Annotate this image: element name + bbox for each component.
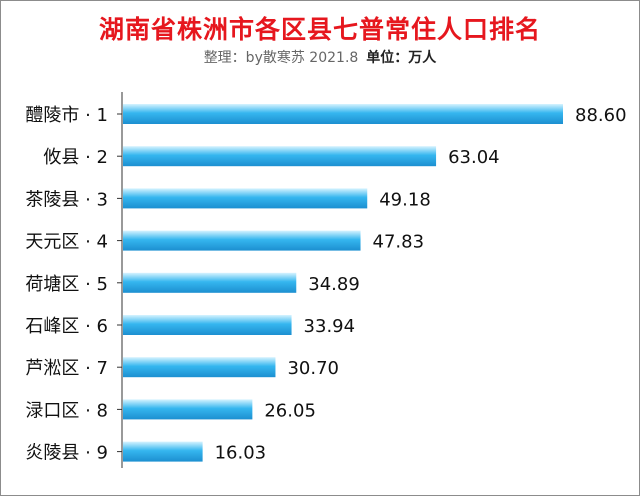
- category-label: 醴陵市 · 1: [25, 105, 108, 126]
- bar: [123, 104, 563, 124]
- category-label: 炎陵县 · 9: [25, 443, 108, 464]
- value-label: 26.05: [264, 400, 316, 421]
- bar: [123, 315, 292, 335]
- value-label: 88.60: [575, 105, 627, 126]
- credit-text: 整理：by散寒苏 2021.8: [203, 50, 359, 66]
- value-label: 49.18: [379, 189, 431, 210]
- value-label: 47.83: [373, 232, 425, 253]
- chart-title: 湖南省株洲市各区县七普常住人口排名: [98, 15, 541, 44]
- bar: [123, 441, 203, 462]
- value-label: 33.94: [304, 316, 356, 337]
- bar: [123, 188, 368, 209]
- category-label: 渌口区 · 8: [25, 400, 108, 421]
- bar: [123, 146, 437, 167]
- bars-layer: 醴陵市 · 1 88.60 攸县 · 2 63.04 茶陵县 · 3 49.18 天元区 ·…: [25, 104, 627, 464]
- category-label: 茶陵县 · 3: [25, 189, 108, 210]
- unit-text: 单位：万人: [366, 50, 437, 66]
- category-label: 攸县 · 2: [43, 147, 108, 168]
- bar: [123, 272, 297, 293]
- bar: [123, 357, 276, 378]
- category-label: 石峰区 · 6: [25, 316, 108, 337]
- chart-subtitle: 整理：by散寒苏 2021.8 单位：万人: [0, 47, 640, 67]
- value-label: 16.03: [215, 443, 267, 464]
- category-label: 芦淞区 · 7: [25, 358, 108, 379]
- value-label: 30.70: [287, 358, 339, 379]
- bar: [123, 399, 253, 420]
- category-label: 天元区 · 4: [25, 232, 108, 253]
- value-label: 63.04: [448, 147, 500, 168]
- category-label: 荷塘区 · 5: [25, 274, 108, 295]
- value-label: 34.89: [308, 274, 360, 295]
- bar: [123, 230, 361, 251]
